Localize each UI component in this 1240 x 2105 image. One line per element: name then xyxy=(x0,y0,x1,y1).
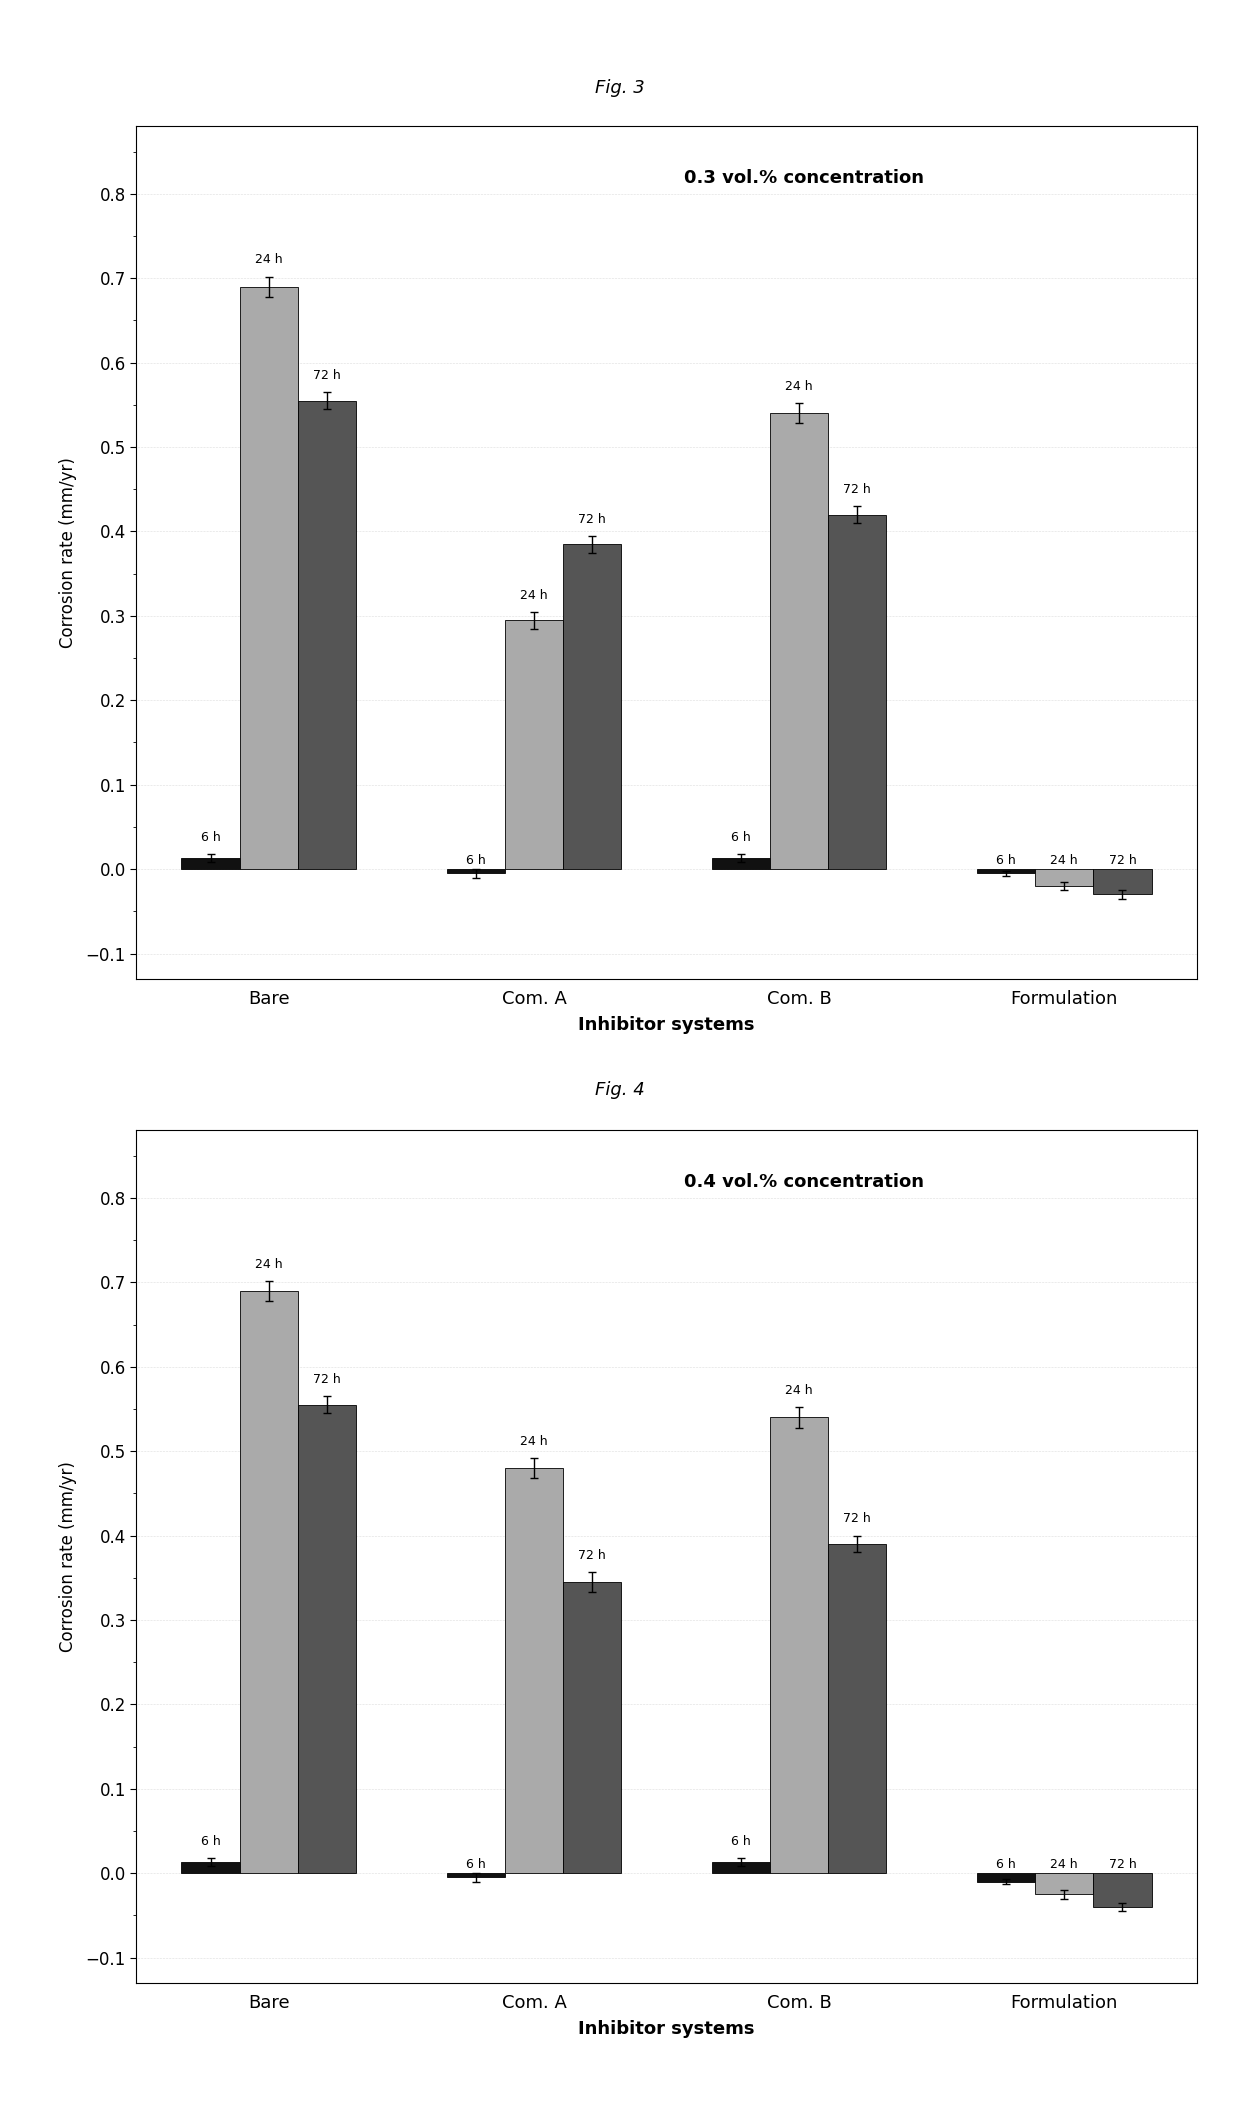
Text: 24 h: 24 h xyxy=(520,589,548,602)
Text: 6 h: 6 h xyxy=(201,831,221,844)
Text: 24 h: 24 h xyxy=(1050,1857,1078,1871)
Y-axis label: Corrosion rate (mm/yr): Corrosion rate (mm/yr) xyxy=(60,1461,77,1652)
Text: 6 h: 6 h xyxy=(730,831,750,844)
Text: Fig. 3: Fig. 3 xyxy=(595,80,645,97)
Text: 0.4 vol.% concentration: 0.4 vol.% concentration xyxy=(684,1172,924,1191)
Text: 72 h: 72 h xyxy=(843,482,872,497)
Text: 24 h: 24 h xyxy=(255,1257,283,1271)
Y-axis label: Corrosion rate (mm/yr): Corrosion rate (mm/yr) xyxy=(60,457,77,648)
Text: 24 h: 24 h xyxy=(785,381,813,394)
Bar xyxy=(239,286,298,869)
Bar xyxy=(1035,1873,1094,1894)
Bar xyxy=(505,621,563,869)
Bar xyxy=(563,1583,621,1873)
Text: 72 h: 72 h xyxy=(578,512,606,526)
Bar xyxy=(298,400,356,869)
X-axis label: Inhibitor systems: Inhibitor systems xyxy=(578,1017,755,1034)
Bar xyxy=(505,1467,563,1873)
Text: 72 h: 72 h xyxy=(1109,1857,1136,1871)
X-axis label: Inhibitor systems: Inhibitor systems xyxy=(578,2021,755,2038)
Bar xyxy=(563,543,621,869)
Text: 6 h: 6 h xyxy=(466,853,486,867)
Text: 72 h: 72 h xyxy=(843,1511,872,1526)
Text: 24 h: 24 h xyxy=(520,1436,548,1448)
Text: 0.3 vol.% concentration: 0.3 vol.% concentration xyxy=(684,168,924,187)
Bar xyxy=(446,1873,505,1878)
Text: 6 h: 6 h xyxy=(201,1836,221,1848)
Bar xyxy=(1094,1873,1152,1907)
Text: 72 h: 72 h xyxy=(578,1549,606,1562)
Text: 72 h: 72 h xyxy=(314,368,341,383)
Text: 24 h: 24 h xyxy=(255,253,283,267)
Text: 24 h: 24 h xyxy=(785,1385,813,1398)
Bar xyxy=(770,413,828,869)
Bar xyxy=(446,869,505,874)
Text: 6 h: 6 h xyxy=(996,1857,1016,1871)
Text: 72 h: 72 h xyxy=(1109,853,1136,867)
Text: 6 h: 6 h xyxy=(730,1836,750,1848)
Bar xyxy=(181,859,239,869)
Text: 24 h: 24 h xyxy=(1050,853,1078,867)
Bar xyxy=(712,1863,770,1873)
Text: 6 h: 6 h xyxy=(466,1857,486,1871)
Bar xyxy=(1094,869,1152,895)
Bar xyxy=(712,859,770,869)
Bar xyxy=(977,869,1035,874)
Text: Fig. 4: Fig. 4 xyxy=(595,1082,645,1099)
Bar xyxy=(770,1417,828,1873)
Bar xyxy=(239,1290,298,1873)
Bar xyxy=(828,1543,887,1873)
Bar xyxy=(977,1873,1035,1882)
Text: 6 h: 6 h xyxy=(996,853,1016,867)
Bar xyxy=(828,514,887,869)
Bar xyxy=(181,1863,239,1873)
Bar xyxy=(1035,869,1094,886)
Text: 72 h: 72 h xyxy=(314,1372,341,1385)
Bar xyxy=(298,1404,356,1873)
